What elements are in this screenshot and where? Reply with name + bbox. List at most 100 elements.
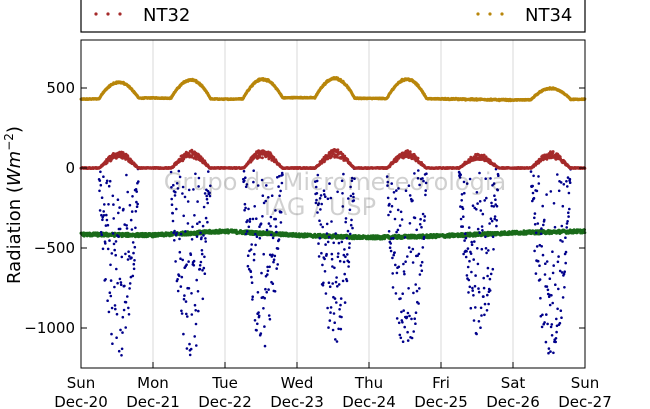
data-point	[101, 218, 104, 222]
data-point	[192, 264, 196, 267]
data-point	[110, 252, 114, 255]
data-point	[253, 319, 257, 322]
data-point	[199, 260, 203, 264]
data-point	[469, 306, 473, 310]
data-point	[182, 332, 185, 336]
data-point	[397, 187, 400, 190]
data-point	[118, 206, 121, 209]
data-point	[476, 262, 480, 266]
data-point	[334, 338, 337, 341]
data-point	[406, 330, 409, 334]
data-point	[114, 307, 117, 311]
data-point	[489, 272, 493, 276]
data-point	[246, 254, 250, 257]
data-point	[255, 329, 258, 332]
data-point	[485, 309, 489, 312]
data-point	[336, 148, 340, 152]
data-point	[483, 302, 487, 306]
data-point	[554, 337, 558, 340]
data-point	[350, 179, 354, 183]
data-point	[172, 183, 175, 187]
data-point	[279, 221, 283, 224]
data-point	[113, 304, 117, 307]
data-point	[316, 211, 319, 214]
data-point	[402, 309, 406, 312]
data-point	[465, 250, 468, 253]
data-point	[317, 202, 321, 205]
data-point	[118, 227, 122, 231]
data-point	[416, 177, 420, 180]
data-point	[472, 294, 475, 297]
data-point	[349, 223, 353, 227]
data-point	[473, 240, 476, 243]
data-point	[315, 179, 319, 183]
data-point	[182, 214, 185, 218]
data-point	[261, 194, 265, 197]
data-point	[276, 247, 280, 250]
data-point	[534, 272, 538, 275]
data-point	[415, 228, 419, 232]
data-point	[198, 220, 201, 224]
data-point	[207, 170, 210, 173]
data-point	[392, 253, 396, 257]
data-point	[459, 173, 463, 177]
data-point	[171, 211, 174, 215]
data-point	[277, 238, 281, 241]
data-point	[175, 207, 178, 211]
data-point	[550, 323, 554, 326]
data-point	[478, 200, 482, 203]
data-point	[408, 150, 412, 154]
data-point	[265, 290, 269, 294]
data-point	[98, 179, 102, 182]
data-point	[124, 252, 127, 256]
data-point	[463, 191, 466, 195]
data-point	[405, 315, 409, 319]
data-point	[268, 265, 271, 269]
data-point	[568, 181, 572, 184]
data-point	[344, 217, 348, 220]
data-point	[324, 243, 327, 246]
data-point	[407, 287, 410, 290]
data-point	[550, 294, 553, 297]
data-point	[326, 197, 330, 201]
data-point	[342, 260, 346, 264]
data-point	[407, 246, 411, 249]
data-point	[319, 194, 323, 197]
data-point	[419, 264, 423, 267]
data-point	[326, 240, 330, 244]
data-point	[203, 272, 207, 276]
data-point	[333, 266, 336, 270]
data-point	[410, 317, 413, 321]
data-point	[330, 257, 334, 261]
data-point	[122, 308, 126, 312]
series-nt32	[79, 148, 587, 170]
data-point	[319, 223, 323, 226]
data-point	[253, 252, 256, 256]
data-point	[391, 272, 395, 275]
data-point	[488, 222, 491, 225]
data-point	[265, 184, 268, 187]
data-point	[387, 230, 391, 233]
data-point	[344, 220, 348, 224]
data-point	[250, 243, 253, 246]
series-layer	[79, 76, 587, 357]
data-point	[330, 252, 334, 256]
data-point	[100, 213, 103, 217]
data-point	[487, 249, 490, 252]
data-point	[189, 253, 193, 256]
data-point	[325, 232, 329, 235]
data-point	[254, 232, 257, 236]
data-point	[557, 287, 560, 291]
data-point	[324, 195, 327, 198]
data-point	[467, 291, 470, 294]
data-point	[421, 246, 425, 249]
data-point	[327, 281, 331, 285]
data-point	[493, 217, 497, 221]
data-point	[413, 216, 417, 220]
data-point	[180, 309, 183, 313]
data-point	[406, 339, 410, 342]
data-point	[334, 232, 338, 235]
data-point	[279, 189, 282, 193]
data-point	[269, 224, 272, 228]
data-point	[464, 236, 468, 240]
